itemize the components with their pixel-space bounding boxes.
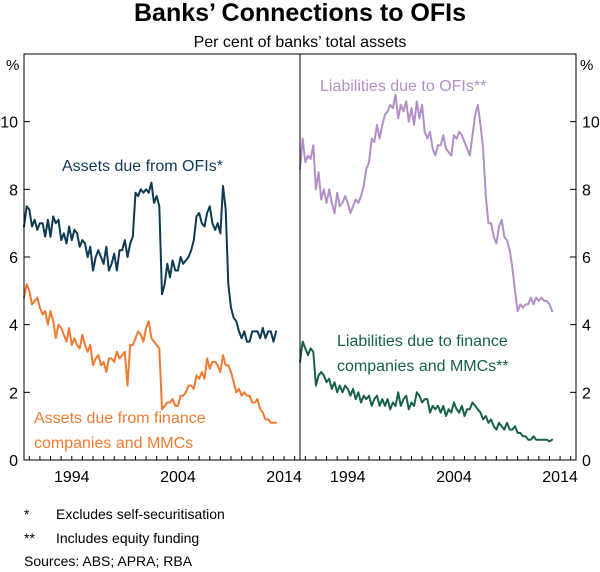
series-line-assets-due-from-finance-companies-and-mmcs: [23, 283, 278, 424]
series-line-assets-due-from-ofis: [23, 181, 278, 343]
sources: Sources: ABS; APRA; RBA: [24, 553, 193, 569]
y-tick-label-left: 8: [9, 182, 18, 199]
y-tick-label-right: 10: [582, 115, 600, 132]
label-assets-finance-line2: companies and MMCs: [34, 435, 193, 452]
label-liabilities-finance-line1: Liabilities due to finance: [337, 333, 508, 350]
y-axis-unit-left: %: [6, 57, 19, 74]
chart-subtitle: Per cent of banks’ total assets: [194, 34, 407, 51]
y-tick-label-right: 0: [582, 453, 591, 470]
x-tick-labels-right: 1994 2004 2014: [330, 469, 578, 486]
footnote-2-text: Includes equity funding: [56, 530, 200, 546]
x-tick-label-left: 1994: [54, 469, 90, 486]
y-tick-label-right: 4: [582, 318, 591, 335]
footnote-1-mark: *: [24, 506, 30, 522]
label-assets-ofis: Assets due from OFIs*: [62, 158, 223, 175]
label-assets-finance-line1: Assets due from finance: [34, 410, 206, 427]
y-tick-label-left: 6: [9, 250, 18, 267]
y-tick-label-right: 6: [582, 250, 591, 267]
y-tick-label-left: 10: [0, 115, 18, 132]
x-tick-label-left: 2014: [266, 469, 302, 486]
axis-ticks: [24, 121, 576, 461]
y-tick-labels-left: 0 2 4 6 8 10: [0, 115, 18, 470]
series-line-liabilities-due-to-ofis: [299, 93, 554, 313]
footnote-2-mark: **: [24, 530, 35, 546]
y-tick-label-right: 2: [582, 385, 591, 402]
label-liabilities-ofis: Liabilities due to OFIs**: [320, 78, 486, 95]
y-tick-label-left: 2: [9, 385, 18, 402]
x-tick-label-left: 2004: [160, 469, 196, 486]
x-tick-label-right: 2014: [542, 469, 578, 486]
footnote-1-text: Excludes self-securitisation: [56, 506, 225, 522]
footnote-1: * Excludes self-securitisation: [24, 506, 225, 522]
y-tick-label-left: 0: [9, 453, 18, 470]
y-tick-labels-right: 0 2 4 6 8 10: [582, 115, 600, 470]
x-tick-labels-left: 1994 2004 2014: [54, 469, 302, 486]
y-tick-label-left: 4: [9, 318, 18, 335]
footnote-2: ** Includes equity funding: [24, 530, 199, 546]
label-liabilities-finance-line2: companies and MMCs**: [337, 358, 509, 375]
y-tick-label-right: 8: [582, 182, 591, 199]
chart-title: Banks’ Connections to OFIs: [134, 0, 466, 27]
x-tick-label-right: 1994: [330, 469, 366, 486]
x-tick-label-right: 2004: [436, 469, 472, 486]
chart-series: [23, 93, 554, 443]
series-line-liabilities-due-to-finance-companies-and-mmcs: [299, 340, 554, 443]
y-axis-unit-right: %: [580, 57, 593, 74]
